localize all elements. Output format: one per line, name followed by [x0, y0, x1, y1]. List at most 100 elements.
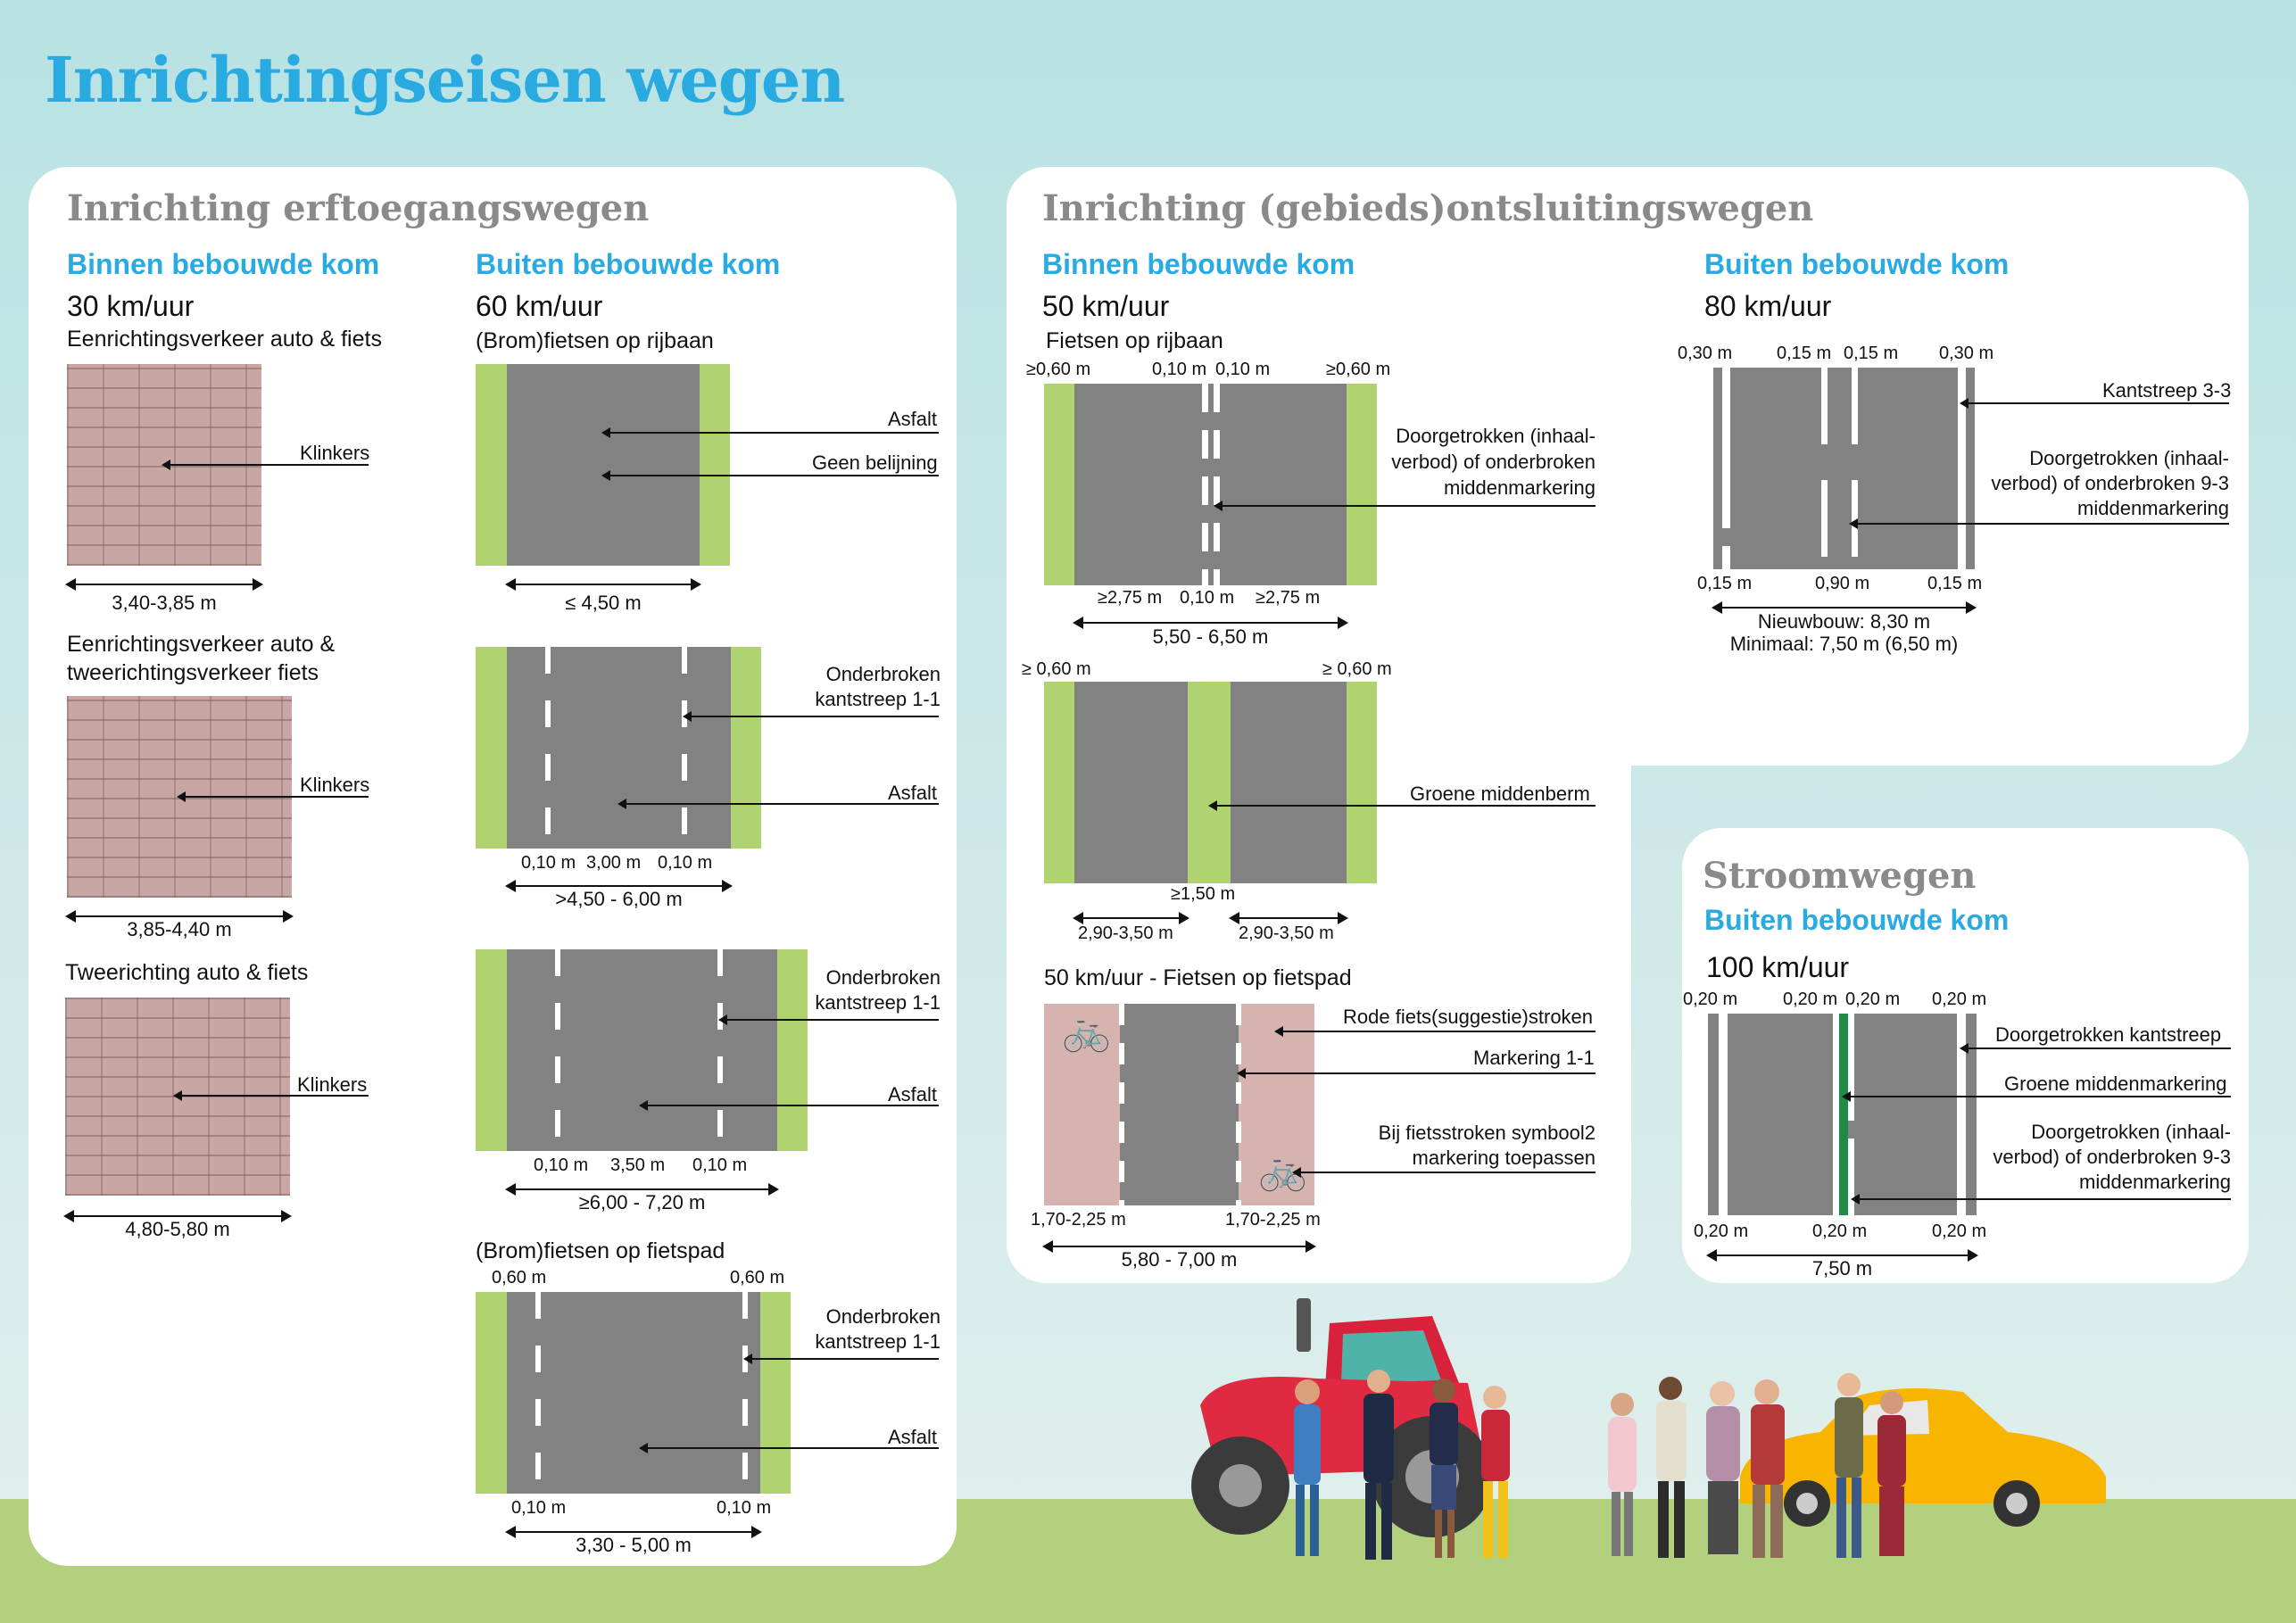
width-g1: 5,50 - 6,50 m [1152, 625, 1269, 648]
width-s: 7,50 m [1811, 1257, 1873, 1279]
leader-groene-middenmarkering [1842, 1091, 2231, 1102]
speed-stroom: 100 km/uur [1706, 951, 1850, 983]
leader-asfalt-r2 [618, 799, 939, 809]
label-symbool-markering: Bij fietsstroken symbool2 markering toep… [1378, 1122, 1596, 1169]
kantstreep-r4-right [742, 1292, 748, 1494]
b1-g4: 0,15 m [1697, 574, 1753, 593]
leader-klinkers-3 [173, 1090, 369, 1101]
middenmarkering-g4-left [1821, 368, 1828, 569]
m1-r4: 0,10 m [511, 1498, 567, 1518]
m1-r3: 0,10 m [534, 1155, 589, 1175]
dim-r3 [505, 1183, 779, 1196]
label-doorgetrokken-kantstreep: Doorgetrokken kantstreep [1995, 1023, 2222, 1046]
leader-klinkers-2 [177, 791, 369, 802]
heading-gebied-binnen: Binnen bebouwde kom [1042, 248, 1355, 280]
asphalt-r2 [507, 647, 731, 849]
kantstreep-s-left [1719, 1014, 1728, 1215]
t4-s: 0,20 m [1932, 990, 1987, 1009]
label-klinkers-1: Klinkers [300, 442, 370, 464]
label-asfalt-r2: Asfalt [888, 782, 938, 804]
desc-gebied-binnen-3: 50 km/uur - Fietsen op fietspad [1044, 965, 1352, 990]
middenmarkering-g4-right [1852, 368, 1858, 569]
label-geen-belijning: Geen belijning [812, 451, 938, 474]
bike-symbol-icon-left: 🚲 [1062, 1009, 1111, 1053]
dim-s [1706, 1249, 1978, 1262]
label-klinkers-3: Klinkers [297, 1073, 368, 1096]
t1-g2: ≥ 0,60 m [1022, 659, 1091, 679]
t2-r4: 0,60 m [730, 1268, 785, 1288]
asphalt-g3 [1120, 1004, 1239, 1205]
kantstreep-g4-right [1958, 368, 1966, 569]
leader-kantstreep-r2 [683, 711, 939, 722]
speed-erf-buiten: 60 km/uur [476, 290, 603, 322]
t2-g1: 0,10 m [1152, 360, 1207, 379]
m1-r2: 0,10 m [521, 853, 576, 873]
people-illustration [1294, 1370, 1906, 1560]
b1-g3: 1,70-2,25 m [1031, 1210, 1126, 1230]
leader-geen-belijning [601, 470, 939, 481]
t4-g4: 0,30 m [1939, 344, 1994, 363]
asphalt-g1 [1074, 384, 1347, 585]
leader-kantstreep-3-3 [1960, 398, 2229, 409]
heading-erf-binnen: Binnen bebouwde kom [67, 248, 380, 280]
m2-r2: 3,00 m [586, 853, 642, 873]
kantstreep-r2-left [545, 647, 551, 849]
kantstreep-r4-left [535, 1292, 541, 1494]
width-g4-new: Nieuwbouw: 8,30 m [1757, 610, 1931, 633]
leader-markering-1-1 [1237, 1068, 1596, 1079]
label-kantstreep-3-3: Kantstreep 3-3 [2102, 379, 2232, 402]
m-g2: ≥1,50 m [1171, 884, 1236, 904]
leader-symbool-markering [1292, 1167, 1596, 1178]
w2-g2: 2,90-3,50 m [1239, 923, 1334, 943]
label-kantstreep-r2: Onderbroken kantstreep 1-1 [815, 663, 941, 710]
label-asfalt-r1: Asfalt [888, 408, 938, 430]
label-markering-1-1: Markering 1-1 [1473, 1047, 1595, 1069]
leader-asfalt-r4 [639, 1443, 939, 1453]
middenmarkering-s-left [1833, 1014, 1839, 1215]
dim-r2 [505, 880, 733, 892]
dim-erf-binnen-3 [63, 1210, 292, 1222]
m3-r2: 0,10 m [658, 853, 713, 873]
desc-erf-buiten-1: (Brom)fietsen op rijbaan [476, 328, 714, 353]
leader-klinkers-1 [162, 460, 369, 470]
kantstreep-s-right [1957, 1014, 1966, 1215]
label-kantstreep-r4: Onderbroken kantstreep 1-1 [815, 1305, 941, 1353]
width-g4-min: Minimaal: 7,50 m (6,50 m) [1729, 633, 1959, 655]
asphalt-g2-left [1074, 682, 1188, 883]
label-asfalt-r3: Asfalt [888, 1083, 938, 1105]
markering-g3-left [1119, 1004, 1124, 1205]
label-middenmarkering-g1: Doorgetrokken (inhaal- verbod) of onderb… [1391, 425, 1596, 499]
leader-rode-fietsstroken [1274, 1026, 1596, 1037]
leader-asfalt-r3 [639, 1100, 939, 1111]
label-rode-fietsstroken: Rode fiets(suggestie)stroken [1343, 1006, 1594, 1028]
leader-middenmarkering-g4 [1849, 518, 2229, 529]
m2-r4: 0,10 m [717, 1498, 772, 1518]
dim-g3 [1042, 1240, 1316, 1253]
label-asfalt-r4: Asfalt [888, 1426, 938, 1448]
asphalt-g2-right [1231, 682, 1347, 883]
asphalt-r1 [507, 364, 700, 566]
t1-s: 0,20 m [1683, 990, 1738, 1009]
middenmarkering-s-right [1848, 1014, 1854, 1215]
m3-r3: 0,10 m [692, 1155, 748, 1175]
dim-g4 [1712, 601, 1977, 614]
width-r2: >4,50 - 6,00 m [555, 888, 683, 910]
width-erf-binnen-1: 3,40-3,85 m [112, 592, 217, 614]
label-middenmarkering-g4: Doorgetrokken (inhaal- verbod) of onderb… [1991, 447, 2229, 519]
middenmarkering-g1 [1202, 384, 1220, 585]
width-g3: 5,80 - 7,00 m [1121, 1248, 1238, 1271]
b2-g3: 1,70-2,25 m [1225, 1210, 1321, 1230]
t3-g1: 0,10 m [1215, 360, 1271, 379]
b1-s: 0,20 m [1694, 1221, 1749, 1241]
width-r4: 3,30 - 5,00 m [576, 1534, 692, 1556]
leader-kantstreep-r4 [743, 1354, 939, 1364]
dim-erf-binnen-2 [65, 910, 294, 923]
t1-g1: ≥0,60 m [1026, 360, 1091, 379]
speed-gebied-buiten: 80 km/uur [1704, 290, 1832, 322]
leader-middenmarkering-g1 [1214, 501, 1596, 511]
heading-gebied-buiten: Buiten bebouwde kom [1704, 248, 2010, 280]
label-klinkers-2: Klinkers [300, 774, 370, 796]
heading-stroom: Buiten bebouwde kom [1704, 904, 2010, 936]
dim-r1 [505, 578, 701, 591]
section-title-gebied: Inrichting (gebieds)ontsluitingswegen [1042, 187, 1814, 229]
